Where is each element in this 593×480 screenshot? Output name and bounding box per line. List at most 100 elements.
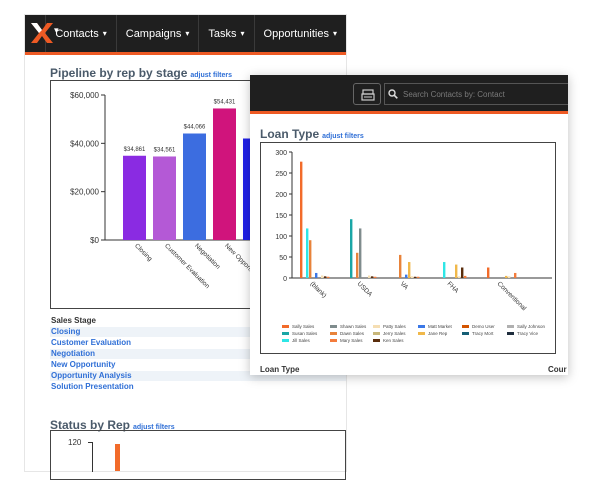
status-adjust-filters-link[interactable]: adjust filters xyxy=(133,424,175,431)
chevron-down-icon: ▾ xyxy=(240,29,245,38)
chevron-down-icon: ▾ xyxy=(102,29,107,38)
nav-campaigns-label: Campaigns xyxy=(125,27,182,40)
category-label: Closing xyxy=(133,242,154,263)
chevron-down-icon: ▾ xyxy=(332,29,337,38)
bar xyxy=(123,155,146,240)
search-icon xyxy=(388,89,398,99)
top-nav: ▾ Contacts ▾ Campaigns ▾ Tasks ▾ Opportunit… xyxy=(25,15,346,52)
status-title-text: Status by Rep xyxy=(50,418,131,432)
legend-label: Matt Market xyxy=(428,324,453,329)
contact-search[interactable] xyxy=(384,83,568,105)
logo-caret-icon: ▾ xyxy=(54,25,59,35)
bar xyxy=(315,272,318,278)
y-tick-label: $60,000 xyxy=(70,91,99,100)
bar xyxy=(327,276,330,278)
legend-label: Patty Sales xyxy=(383,324,407,329)
bar xyxy=(514,272,517,278)
status-title: Status by Rep adjust filters xyxy=(50,418,175,432)
print-button[interactable] xyxy=(353,83,381,105)
bar xyxy=(405,274,408,278)
sales-stage-link[interactable]: Opportunity Analysis xyxy=(51,371,132,380)
nav-opportunities[interactable]: Opportunities ▾ xyxy=(253,15,346,52)
category-label: (blank) xyxy=(309,280,328,299)
bar xyxy=(455,264,458,278)
bar-data-label: $54,431 xyxy=(214,99,236,105)
stage-row-bg xyxy=(50,349,346,359)
legend-swatch xyxy=(282,325,289,328)
legend-swatch xyxy=(373,325,380,328)
front-accent-line xyxy=(250,111,568,114)
y-tick-label: 300 xyxy=(275,150,287,157)
sales-stage-link[interactable]: Solution Presentation xyxy=(51,382,134,391)
sales-stage-link[interactable]: Negotiation xyxy=(51,349,95,358)
loan-table-header: Loan Type xyxy=(260,365,300,374)
loan-adjust-filters-link[interactable]: adjust filters xyxy=(322,133,364,140)
legend-label: Demo User xyxy=(472,324,495,329)
legend-swatch xyxy=(282,339,289,342)
nav-campaigns[interactable]: Campaigns ▾ xyxy=(115,15,199,52)
loan-type-chart: 300 250 200 150 100 50 0 (blank) USDA VA FHA Conven… xyxy=(275,150,552,343)
search-input[interactable] xyxy=(401,86,567,102)
bar xyxy=(399,254,402,278)
y-tick-label: $40,000 xyxy=(70,139,99,148)
status-y-axis xyxy=(92,442,93,472)
sales-stage-link[interactable]: New Opportunity xyxy=(51,360,116,369)
bar xyxy=(417,276,420,278)
y-tick-label: $0 xyxy=(90,236,99,245)
bar xyxy=(183,133,206,240)
legend-label: Susan Sales xyxy=(292,331,318,336)
app-logo[interactable]: ▾ xyxy=(25,15,59,52)
bar xyxy=(371,276,374,278)
bar-data-label: $44,066 xyxy=(184,125,206,131)
sales-stage-link[interactable]: Closing xyxy=(51,327,81,336)
category-label: USDA xyxy=(356,280,374,298)
bar xyxy=(505,275,508,278)
legend-label: Mary Sales xyxy=(340,338,363,343)
bar xyxy=(321,275,324,278)
bar xyxy=(153,156,176,240)
legend-swatch xyxy=(507,325,514,328)
bar-data-label: $34,861 xyxy=(124,147,146,153)
bar xyxy=(374,276,377,278)
printer-icon xyxy=(361,89,375,101)
bar xyxy=(324,276,327,278)
legend-label: Tracy Vice xyxy=(517,331,539,336)
front-toolbar xyxy=(250,75,568,111)
legend-label: Jerry Sales xyxy=(383,331,406,336)
legend-swatch xyxy=(282,332,289,335)
bar xyxy=(464,275,467,278)
bar xyxy=(411,276,414,278)
nav-contacts[interactable]: Contacts ▾ xyxy=(45,15,115,52)
loan-table-header-count: Cour xyxy=(548,365,567,374)
legend-swatch xyxy=(418,325,425,328)
bar xyxy=(300,161,303,278)
y-tick-label: 250 xyxy=(275,171,287,178)
legend-swatch xyxy=(462,325,469,328)
sales-stage-header: Sales Stage xyxy=(51,316,96,325)
legend-swatch xyxy=(330,339,337,342)
y-tick-label: 150 xyxy=(275,213,287,220)
nav-tasks[interactable]: Tasks ▾ xyxy=(198,15,253,52)
category-label: VA xyxy=(399,280,410,291)
legend-label: Sally Johnson xyxy=(517,324,546,329)
nav-accent-line xyxy=(25,52,346,55)
legend-label: Ken Sales xyxy=(383,338,404,343)
bar xyxy=(309,240,312,278)
status-ytick: 120 xyxy=(68,438,82,447)
legend-swatch xyxy=(418,332,425,335)
legend-label: Sally Sales xyxy=(292,324,315,329)
stage-row-bg xyxy=(50,327,346,337)
stage-row-bg xyxy=(50,371,346,381)
bar xyxy=(356,252,359,278)
legend-label: Dawn Sales xyxy=(340,331,365,336)
pipeline-adjust-filters-link[interactable]: adjust filters xyxy=(190,72,233,79)
bar xyxy=(306,228,309,278)
status-chart-frame xyxy=(50,430,346,480)
category-label: Negotiation xyxy=(193,242,221,270)
sales-stage-link[interactable]: Customer Evaluation xyxy=(51,338,132,347)
bar xyxy=(368,275,371,278)
status-tick-mark xyxy=(88,442,92,443)
category-label: Conventional xyxy=(496,280,528,312)
bar xyxy=(508,276,511,278)
